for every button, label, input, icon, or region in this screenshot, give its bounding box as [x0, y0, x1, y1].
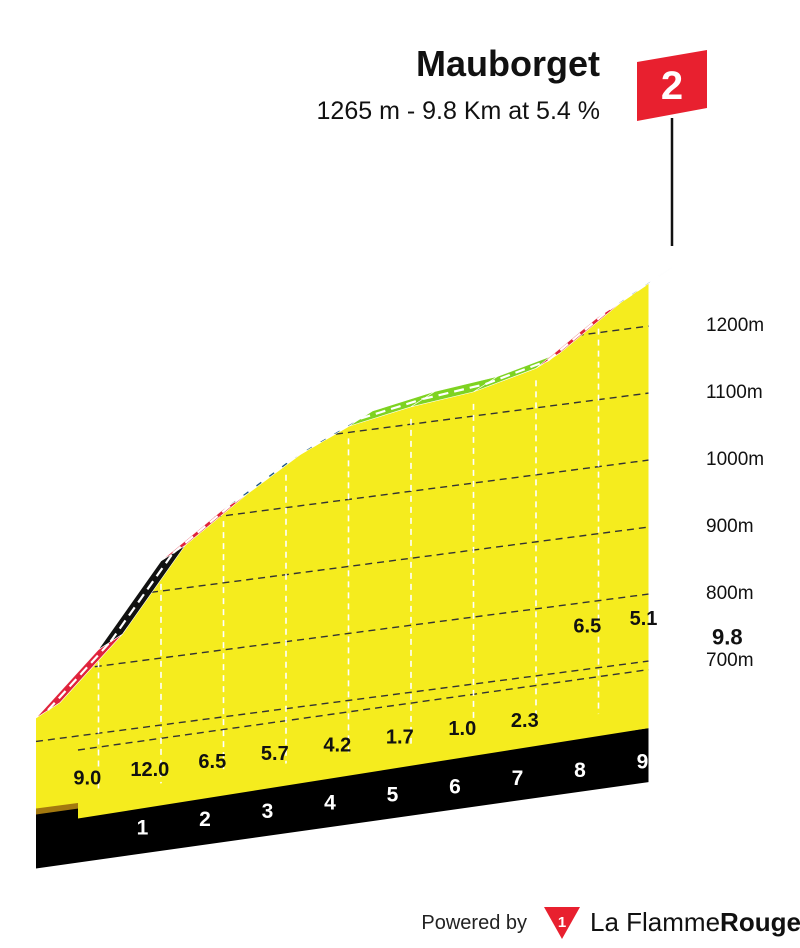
- km-marker-4: 4: [324, 792, 336, 815]
- ytick-1200: 1200m: [706, 315, 764, 336]
- gradient-label-9: 6.5: [573, 615, 601, 637]
- gradient-strip: [78, 706, 649, 819]
- elevation-gridlines: [35, 325, 649, 751]
- ytick-700: 700m: [706, 650, 754, 671]
- km-marker-9: 9: [637, 751, 649, 774]
- ribbon-centerline-10: [609, 273, 662, 310]
- distance-band: [36, 728, 649, 869]
- gridline-700: [35, 660, 649, 743]
- gradient-label-2: 12.0: [130, 759, 169, 781]
- profile-area: [36, 282, 649, 809]
- gradient-label-4: 5.7: [261, 743, 289, 765]
- flamme-rouge-logo-icon: [544, 907, 580, 939]
- gradient-label-7: 1.0: [448, 718, 476, 740]
- ribbon-centerline-5: [297, 417, 362, 456]
- chart-labels: 9.0 12.0 6.5 5.7 4.2 1.7 1.0 2.3 6.5 5.1 1 2 3 4 5 6 7 8 9…: [73, 608, 742, 839]
- gridline-1100: [335, 392, 649, 435]
- elevation-axis: 700m 800m 900m 1000m 1100m 1200m: [706, 315, 764, 671]
- ytick-1100: 1100m: [706, 382, 763, 403]
- km-marker-2: 2: [199, 808, 211, 831]
- gridline-1000: [214, 459, 649, 518]
- ribbon-centerline-6: [360, 397, 424, 420]
- km-marker-1: 1: [137, 816, 149, 839]
- distance-base: [36, 706, 649, 869]
- gradient-label-6: 1.7: [386, 726, 414, 748]
- chart-title: Mauborget: [416, 43, 600, 84]
- km-marker-8: 8: [574, 759, 586, 782]
- ribbon-centerline-9: [547, 307, 612, 362]
- km-marker-5: 5: [387, 784, 399, 807]
- gridline-1200: [576, 325, 649, 337]
- gradient-label-3: 6.5: [198, 751, 226, 773]
- gradient-label-1: 9.0: [73, 767, 101, 789]
- ytick-1000: 1000m: [706, 449, 764, 470]
- logo-digit: 1: [558, 914, 566, 931]
- chart-subtitle: 1265 m - 9.8 Km at 5.4 %: [317, 97, 600, 125]
- profile-fill: [36, 282, 649, 809]
- gridline-900: [139, 526, 649, 595]
- ribbon-centerline-2: [109, 552, 174, 643]
- gradient-label-8: 2.3: [511, 710, 539, 732]
- brand-name: La FlammeRouge: [590, 907, 800, 937]
- ribbon-centerline-8: [485, 359, 549, 386]
- km-marker-6: 6: [449, 775, 461, 798]
- flag-cloth: [637, 50, 707, 121]
- category-flag: 2: [637, 50, 707, 246]
- ribbon-centerline-4: [234, 454, 299, 503]
- km-marker-3: 3: [262, 800, 274, 823]
- km-marker-7: 7: [512, 767, 524, 790]
- gridline-base: [77, 668, 649, 751]
- category-badge: 2: [661, 64, 683, 108]
- total-distance-label: 9.8: [712, 625, 743, 650]
- km-dividers: [97, 328, 600, 801]
- ytick-900: 900m: [706, 516, 754, 537]
- powered-by-text: Powered by: [421, 912, 527, 934]
- footer: Powered by 1 La FlammeRouge: [421, 907, 800, 939]
- gradient-label-5: 4.2: [323, 735, 351, 757]
- ribbon-centerline-7: [422, 383, 486, 401]
- ribbon-centerline-3: [172, 500, 237, 554]
- ytick-800: 800m: [706, 583, 754, 604]
- gradient-label-10: 5.1: [630, 608, 658, 630]
- gradient-ribbon: [35, 266, 673, 719]
